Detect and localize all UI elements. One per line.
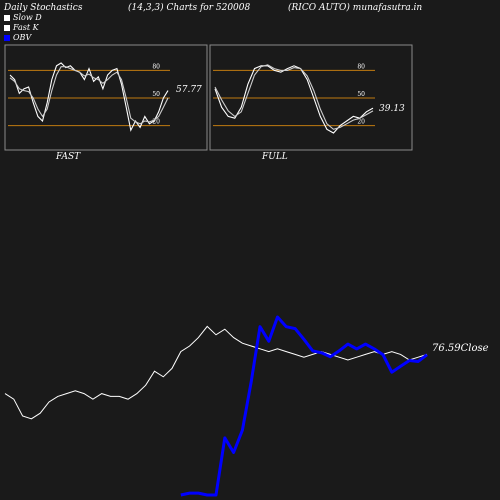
chart-title: Daily Stochastics <box>4 3 83 13</box>
source-label: (RICO AUTO) munafasutra.in <box>288 3 423 13</box>
fast-k-swatch <box>4 25 10 31</box>
y-tick-label-80: 80 <box>357 63 365 70</box>
slow-d-swatch <box>4 15 10 21</box>
slow-d-line <box>214 64 374 130</box>
obv-swatch <box>4 35 10 41</box>
fast-k-line <box>214 65 374 134</box>
full-panel-label: FULL <box>262 152 288 162</box>
legend-item-slow-d: Slow D <box>4 13 42 23</box>
y-tick-label-50: 50 <box>152 91 160 98</box>
price-obv-panel: 76.59Close <box>4 315 489 497</box>
legend: Slow D Fast K OBV <box>4 13 42 43</box>
fast-stochastic-panel: 57.77 20 50 80 <box>4 44 208 151</box>
legend-item-fast-k: Fast K <box>4 23 42 33</box>
legend-item-obv: OBV <box>4 33 42 43</box>
fast-k-line <box>9 62 169 132</box>
close-price-line <box>4 325 428 420</box>
y-tick-label-20: 20 <box>152 119 160 126</box>
full-value-label: 39.13 <box>379 104 405 114</box>
legend-label-slow-d: Slow D <box>13 13 42 22</box>
fast-value-label: 57.77 <box>176 85 202 95</box>
full-stochastic-panel: 39.13 20 50 80 <box>209 44 413 151</box>
y-tick-label-80: 80 <box>152 63 160 70</box>
y-tick-label-50: 50 <box>357 91 365 98</box>
legend-label-obv: OBV <box>13 33 32 42</box>
y-tick-label-20: 20 <box>357 119 365 126</box>
obv-line <box>180 315 428 497</box>
fast-panel-label: FAST <box>56 152 81 162</box>
chart-subtitle: (14,3,3) Charts for 520008 <box>128 3 251 13</box>
close-value-label: 76.59Close <box>432 343 489 354</box>
legend-label-fast-k: Fast K <box>13 23 39 32</box>
slow-d-line <box>9 66 169 125</box>
